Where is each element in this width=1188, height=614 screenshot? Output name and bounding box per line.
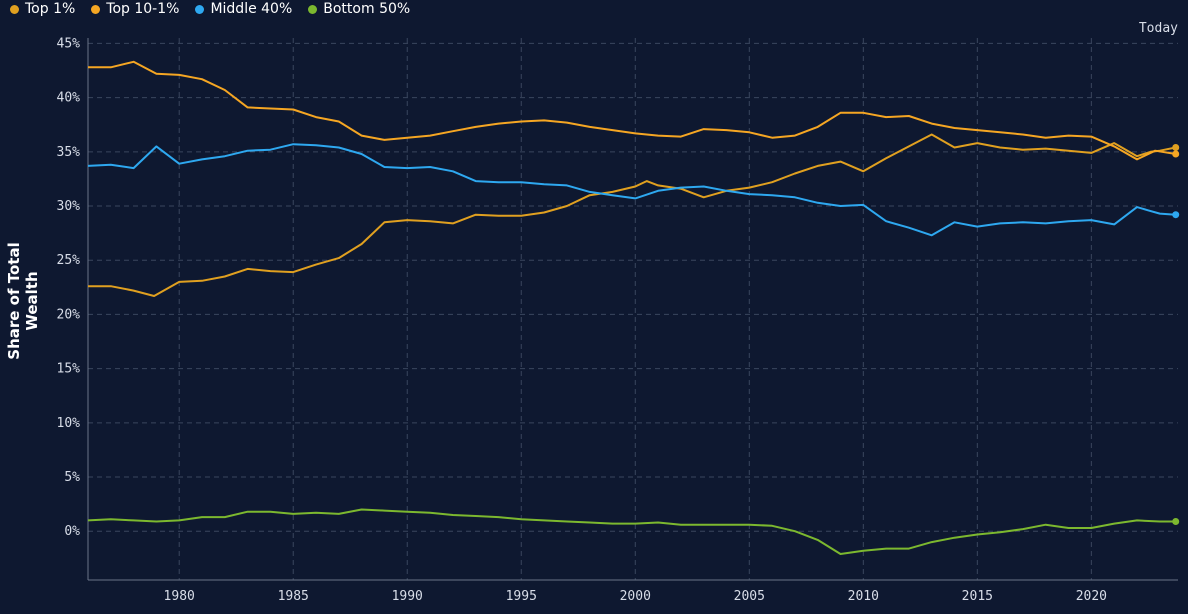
x-tick-label: 2000	[620, 589, 651, 604]
legend-item-top-1[interactable]: Top 1%	[10, 1, 75, 17]
series-end-point-middle-40	[1172, 211, 1180, 219]
series-line-bottom-50	[87, 508, 1176, 555]
legend-item-top-10-1[interactable]: Top 10-1%	[91, 1, 179, 17]
y-tick-label: 20%	[57, 307, 81, 322]
x-tick-label: 1990	[392, 589, 423, 604]
legend-item-middle-40[interactable]: Middle 40%	[195, 1, 292, 17]
y-tick-label: 5%	[64, 470, 80, 485]
y-tick-label: 25%	[57, 253, 81, 268]
legend-item-bottom-50[interactable]: Bottom 50%	[308, 1, 410, 17]
series-end-point-top-10-1	[1172, 150, 1180, 158]
y-tick-label: 30%	[57, 199, 81, 214]
y-tick-label: 0%	[64, 524, 80, 539]
x-tick-label: 1980	[164, 589, 195, 604]
x-tick-label: 2015	[962, 589, 993, 604]
legend-label: Middle 40%	[210, 1, 293, 17]
legend-label: Top 1%	[25, 1, 76, 17]
x-tick-label: 2010	[848, 589, 879, 604]
series-end-point-bottom-50	[1172, 517, 1180, 525]
legend-label: Top 10-1%	[106, 1, 180, 17]
y-tick-label: 40%	[57, 91, 81, 106]
legend-dot-icon	[308, 4, 318, 14]
x-tick-label: 1985	[278, 589, 309, 604]
y-tick-label: 35%	[57, 145, 81, 160]
series-line-top-1	[88, 133, 1176, 297]
legend-label: Bottom 50%	[323, 1, 411, 17]
x-tick-label: 2020	[1076, 589, 1107, 604]
y-tick-label: 15%	[57, 362, 81, 377]
y-tick-label: 45%	[57, 36, 81, 51]
legend-dot-icon	[91, 4, 101, 14]
x-tick-label: 2005	[734, 589, 765, 604]
series-line-top-10-1	[88, 60, 1176, 161]
today-label: Today	[1138, 21, 1178, 36]
legend-dot-icon	[10, 4, 19, 14]
legend: Top 1% Top 10-1% Middle 40% Bottom 50%	[10, 0, 426, 18]
y-tick-label: 10%	[57, 416, 81, 431]
series-line-middle-40	[87, 143, 1176, 237]
legend-dot-icon	[195, 4, 205, 14]
series-end-point-top-1	[1172, 143, 1180, 151]
x-tick-label: 1995	[506, 589, 537, 604]
